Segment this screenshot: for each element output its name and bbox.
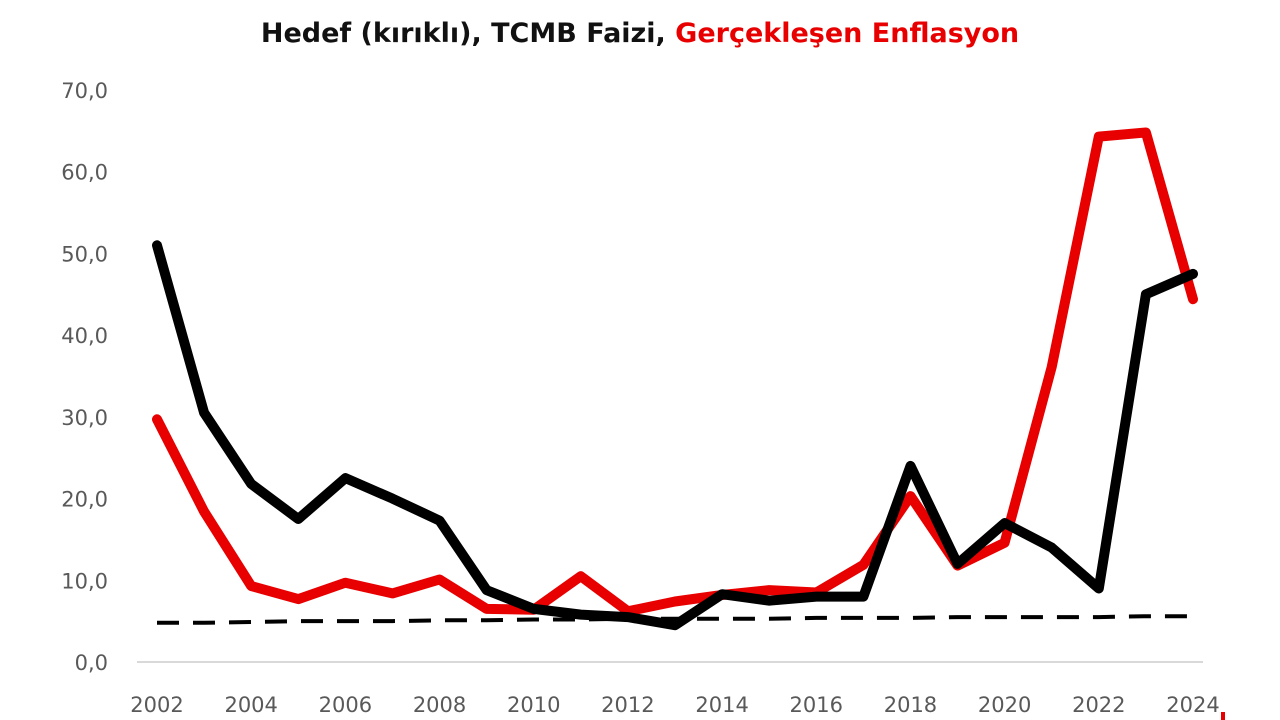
- y-axis-tick-labels: 0,0 10,0 20,0 30,0 40,0 50,0 60,0 70,0: [61, 79, 108, 675]
- x-tick-label: 2002: [130, 693, 183, 717]
- y-tick-label: 50,0: [61, 242, 108, 266]
- y-tick-label: 70,0: [61, 79, 108, 103]
- series-line-faiz: [152, 240, 1198, 631]
- x-tick-label: 2014: [695, 693, 748, 717]
- y-tick-label: 40,0: [61, 324, 108, 348]
- chart-title-black-part: Hedef (kırıklı), TCMB Faizi,: [261, 18, 675, 49]
- chart-title-red-part: Gerçekleşen Enflasyon: [675, 18, 1019, 49]
- x-axis-tick-labels: 2002 2004 2006 2008 2010 2012 2014 2016 2018 2020…: [130, 693, 1219, 717]
- series-line-enflasyon: [152, 127, 1198, 617]
- x-tick-label: 2018: [884, 693, 937, 717]
- x-tick-label: 2008: [413, 693, 466, 717]
- x-tick-label: 2004: [224, 693, 277, 717]
- y-tick-label: 30,0: [61, 406, 108, 430]
- x-tick-label: 2010: [507, 693, 560, 717]
- corner-mark: [1221, 712, 1225, 720]
- chart-title: Hedef (kırıklı), TCMB Faizi, Gerçekleşen…: [261, 18, 1019, 49]
- y-tick-label: 10,0: [61, 569, 108, 593]
- x-tick-label: 2022: [1072, 693, 1125, 717]
- series-line-hedef: [157, 614, 1193, 625]
- y-tick-label: 60,0: [61, 161, 108, 185]
- x-tick-label: 2012: [601, 693, 654, 717]
- x-tick-label: 2016: [790, 693, 843, 717]
- series-lines: [152, 127, 1198, 631]
- x-tick-label: 2006: [319, 693, 372, 717]
- x-tick-label: 2020: [978, 693, 1031, 717]
- x-tick-label: 2024: [1166, 693, 1219, 717]
- y-tick-label: 20,0: [61, 488, 108, 512]
- y-tick-label: 0,0: [75, 651, 108, 675]
